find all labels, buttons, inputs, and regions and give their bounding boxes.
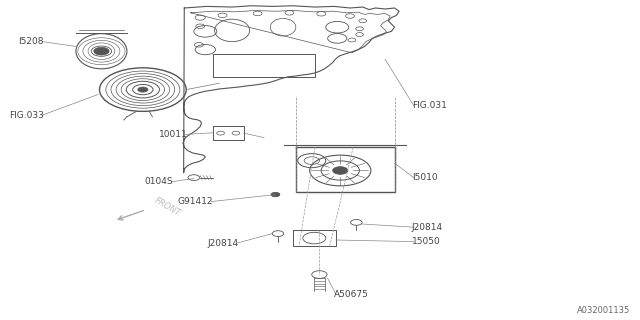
Text: J20814: J20814 [412,223,443,232]
Text: FIG.031: FIG.031 [412,101,447,110]
Text: FIG.033: FIG.033 [9,111,44,120]
Circle shape [271,192,280,197]
Text: G91412: G91412 [177,197,213,206]
Text: 0104S: 0104S [145,177,173,186]
Circle shape [94,47,109,55]
Text: J20814: J20814 [207,239,239,248]
Text: A50675: A50675 [334,290,369,299]
Text: FRONT: FRONT [152,196,182,219]
Circle shape [138,87,148,92]
Circle shape [333,167,348,174]
Text: 10011: 10011 [159,130,188,139]
Text: A032001135: A032001135 [577,306,630,315]
Text: I5208: I5208 [19,37,44,46]
Text: 15050: 15050 [412,237,440,246]
Text: I5010: I5010 [412,173,438,182]
